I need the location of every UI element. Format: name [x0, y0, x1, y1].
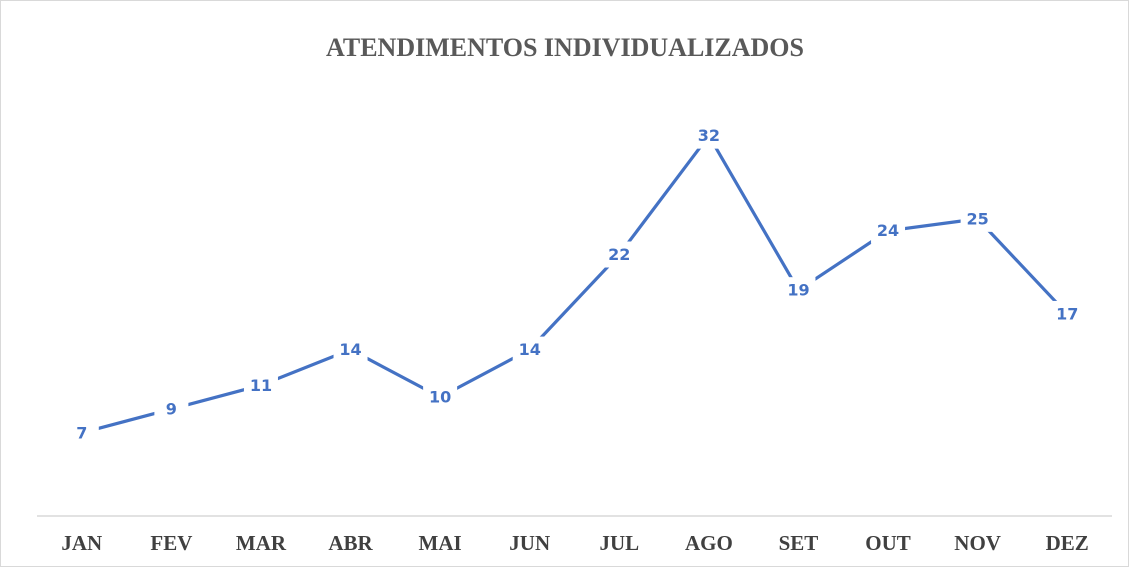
x-tick-label: SET: [779, 531, 819, 555]
data-label: 14: [519, 340, 541, 359]
x-tick-label: OUT: [865, 531, 911, 555]
x-tick-label: DEZ: [1046, 531, 1089, 555]
data-label: 11: [250, 376, 272, 395]
data-label: 19: [787, 281, 809, 300]
data-label: 10: [429, 388, 451, 407]
data-label-bg: [781, 277, 816, 304]
x-tick-label: AGO: [685, 531, 733, 555]
x-tick-label: JAN: [61, 531, 102, 555]
data-label: 25: [966, 209, 988, 228]
x-tick-label: MAI: [419, 531, 462, 555]
x-tick-label: FEV: [150, 531, 192, 555]
data-label-bg: [871, 217, 906, 244]
x-tick-label: ABR: [328, 531, 373, 555]
data-label-bg: [512, 336, 547, 363]
data-label-bg: [64, 419, 99, 446]
data-label: 24: [877, 221, 899, 240]
data-label: 9: [166, 400, 177, 419]
x-tick-label: NOV: [954, 531, 1001, 555]
chart-title: ATENDIMENTOS INDIVIDUALIZADOS: [326, 33, 804, 62]
data-label: 32: [698, 126, 720, 145]
data-label: 22: [608, 245, 630, 264]
data-label-bg: [243, 372, 278, 399]
data-label: 17: [1056, 304, 1078, 323]
x-tick-label: JUN: [509, 531, 550, 555]
data-label-bg: [1050, 300, 1085, 327]
data-label-bg: [333, 336, 368, 363]
x-tick-label: JUL: [599, 531, 639, 555]
data-label-bg: [602, 241, 637, 268]
data-label: 14: [339, 340, 361, 359]
data-label-bg: [154, 396, 189, 423]
data-label-bg: [423, 384, 458, 411]
x-tick-label: MAR: [236, 531, 287, 555]
data-label-bg: [960, 205, 995, 232]
data-label-bg: [691, 122, 726, 149]
data-label: 7: [76, 423, 87, 442]
